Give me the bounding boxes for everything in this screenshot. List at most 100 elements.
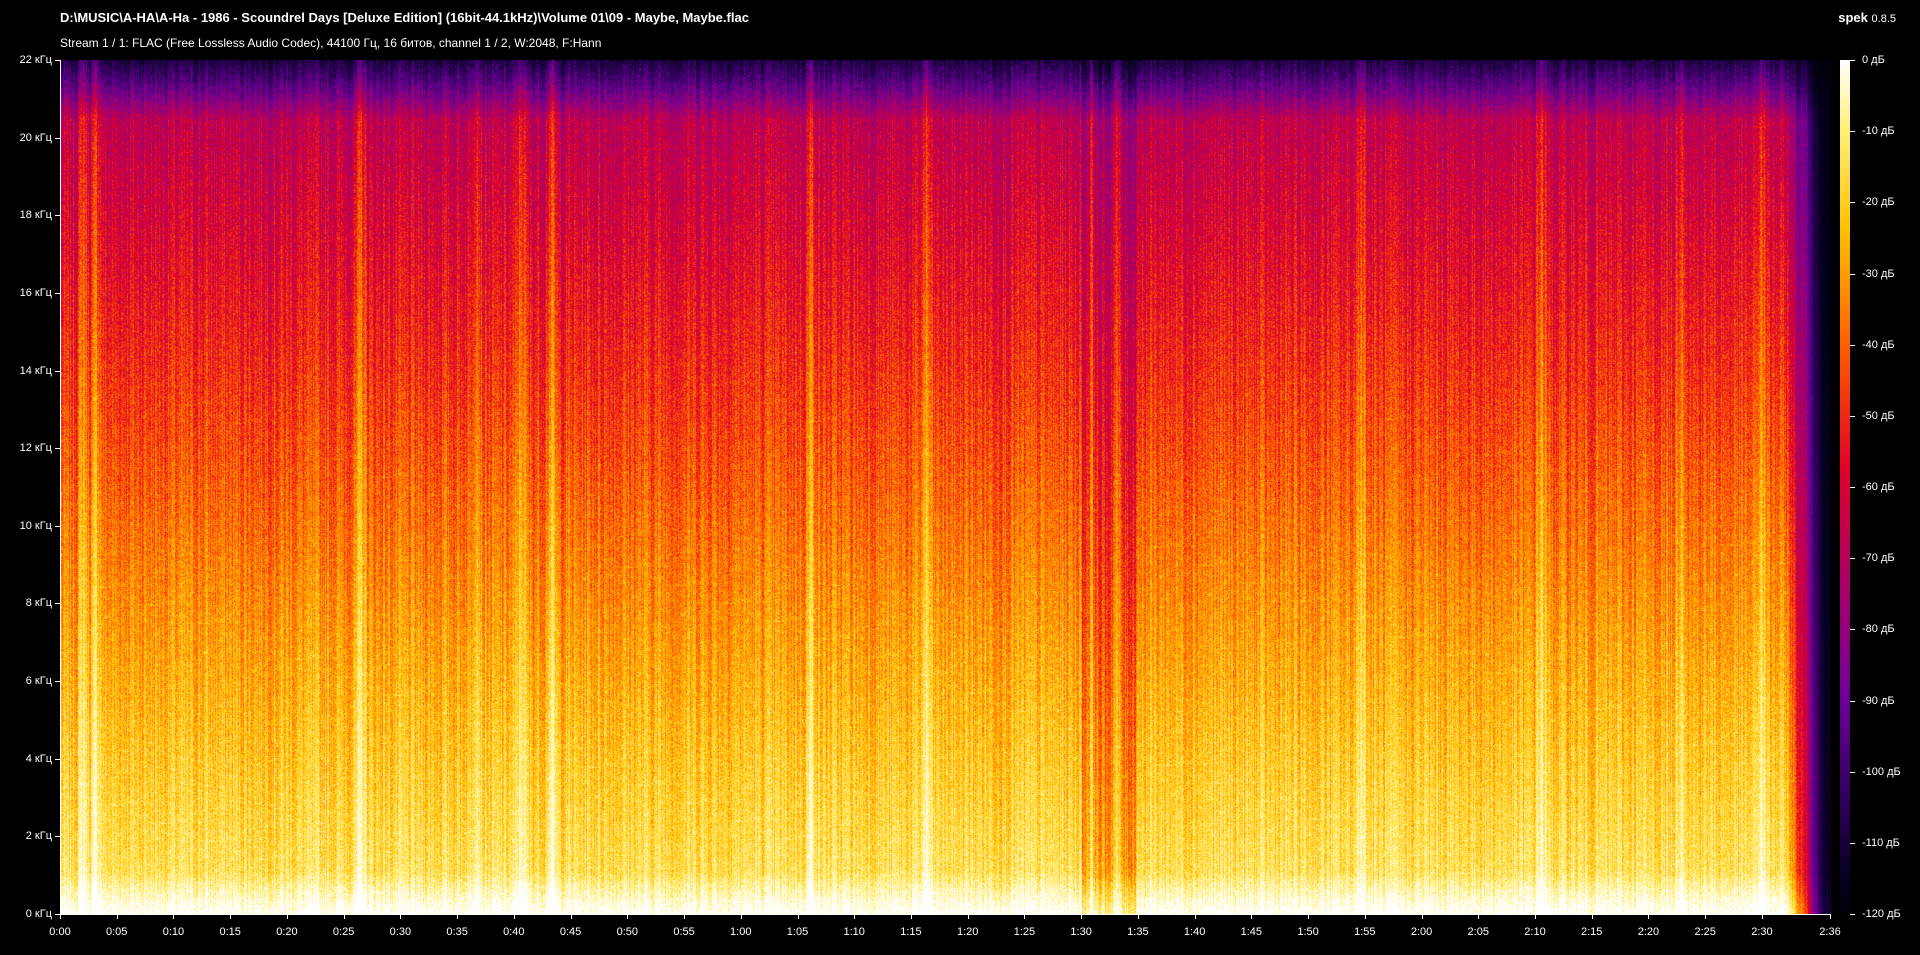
time-tick-mark xyxy=(740,914,742,919)
frequency-tick-mark xyxy=(55,292,60,294)
frequency-tick-mark xyxy=(55,215,60,217)
time-tick-label: 1:55 xyxy=(1354,926,1376,938)
frequency-tick-label: 10 кГц xyxy=(19,519,52,532)
time-tick-label: 1:50 xyxy=(1297,926,1319,938)
time-tick-label: 1:40 xyxy=(1183,926,1206,938)
spectrogram-image xyxy=(61,60,1831,914)
time-tick-label: 2:05 xyxy=(1467,926,1489,938)
time-tick-mark xyxy=(684,914,686,919)
time-tick-label: 1:05 xyxy=(786,926,809,938)
db-tick-mark xyxy=(1850,914,1855,915)
time-tick-mark xyxy=(1705,914,1707,919)
db-tick-label: -40 дБ xyxy=(1862,338,1895,351)
time-tick-label: 1:15 xyxy=(900,926,922,938)
time-tick-mark xyxy=(286,914,288,919)
time-tick-mark xyxy=(627,914,629,919)
frequency-tick-mark xyxy=(55,758,60,760)
db-tick-mark xyxy=(1850,415,1855,417)
time-tick-mark xyxy=(1251,914,1253,919)
db-tick-label: -20 дБ xyxy=(1862,196,1895,209)
db-tick-mark xyxy=(1850,60,1855,61)
app-name: spek 0.8.5 xyxy=(1838,10,1896,25)
time-tick-mark xyxy=(570,914,572,919)
time-tick-mark xyxy=(1081,914,1083,919)
frequency-tick-mark xyxy=(55,836,60,838)
time-tick-mark xyxy=(457,914,459,919)
window-title: D:\MUSIC\A-HA\A-Ha - 1986 - Scoundrel Da… xyxy=(60,10,749,25)
time-tick-label: 0:00 xyxy=(49,926,71,938)
db-tick-label: -80 дБ xyxy=(1862,623,1895,636)
frequency-tick-mark xyxy=(55,914,60,915)
time-tick-label: 2:00 xyxy=(1410,926,1433,938)
time-tick-mark xyxy=(967,914,969,919)
db-tick-label: -100 дБ xyxy=(1862,765,1901,778)
frequency-tick-label: 16 кГц xyxy=(19,286,52,299)
time-tick-label: 2:10 xyxy=(1524,926,1546,938)
db-tick-label: -10 дБ xyxy=(1862,125,1895,138)
time-tick-mark xyxy=(910,914,912,919)
db-tick-mark xyxy=(1850,344,1855,346)
stream-info: Stream 1 / 1: FLAC (Free Lossless Audio … xyxy=(60,36,602,50)
time-tick-label: 1:10 xyxy=(843,926,865,938)
time-tick-mark xyxy=(797,914,799,919)
frequency-tick-label: 18 кГц xyxy=(19,209,52,222)
db-tick-label: -70 дБ xyxy=(1862,552,1895,565)
time-tick-mark xyxy=(1364,914,1366,919)
db-tick-mark xyxy=(1850,629,1855,631)
time-tick-mark xyxy=(1648,914,1650,919)
time-tick-mark xyxy=(343,914,345,919)
time-tick-mark xyxy=(1761,914,1763,919)
time-tick-label: 1:00 xyxy=(730,926,752,938)
time-tick-mark xyxy=(1535,914,1536,919)
time-tick-label: 2:36 xyxy=(1819,926,1841,938)
time-tick-label: 0:45 xyxy=(559,926,582,938)
time-tick-label: 1:35 xyxy=(1127,926,1149,938)
time-tick-label: 2:30 xyxy=(1751,926,1773,938)
frequency-tick-label: 8 кГц xyxy=(25,597,52,610)
time-tick-label: 0:10 xyxy=(162,926,185,938)
db-tick-label: -50 дБ xyxy=(1862,409,1895,422)
time-tick-label: 0:05 xyxy=(106,926,128,938)
time-tick-label: 0:20 xyxy=(276,926,298,938)
time-tick-label: 0:50 xyxy=(616,926,639,938)
time-tick-label: 2:25 xyxy=(1694,926,1716,938)
db-tick-mark xyxy=(1850,842,1855,844)
frequency-tick-mark xyxy=(55,681,60,683)
time-tick-mark xyxy=(1478,914,1480,919)
frequency-tick-label: 4 кГц xyxy=(25,752,52,765)
frequency-tick-mark xyxy=(55,603,60,605)
frequency-tick-label: 20 кГц xyxy=(19,131,52,144)
time-tick-mark xyxy=(854,914,856,919)
time-tick-label: 0:15 xyxy=(219,926,241,938)
time-tick-label: 1:45 xyxy=(1240,926,1263,938)
time-tick-mark xyxy=(400,914,402,919)
time-tick-mark xyxy=(1830,914,1831,919)
frequency-tick-mark xyxy=(55,525,60,527)
time-tick-label: 1:25 xyxy=(1013,926,1036,938)
time-tick-mark xyxy=(513,914,515,919)
db-tick-mark xyxy=(1850,487,1855,488)
frequency-tick-mark xyxy=(55,60,60,61)
time-tick-label: 0:30 xyxy=(389,926,412,938)
frequency-tick-mark xyxy=(55,448,60,450)
time-tick-mark xyxy=(1137,914,1139,919)
time-tick-mark xyxy=(1591,914,1593,919)
time-tick-label: 0:40 xyxy=(503,926,525,938)
time-tick-mark xyxy=(173,914,175,919)
frequency-tick-label: 6 кГц xyxy=(25,675,52,688)
time-tick-label: 1:30 xyxy=(1070,926,1092,938)
frequency-tick-label: 14 кГц xyxy=(19,364,52,377)
db-tick-mark xyxy=(1850,202,1855,204)
time-tick-mark xyxy=(1024,914,1026,919)
db-tick-label: -30 дБ xyxy=(1862,267,1895,280)
time-tick-mark xyxy=(1308,914,1310,919)
frequency-tick-label: 22 кГц xyxy=(19,54,52,66)
db-tick-mark xyxy=(1850,771,1855,773)
spectrogram-area[interactable] xyxy=(60,60,1831,915)
time-tick-mark xyxy=(1421,914,1423,919)
frequency-tick-label: 0 кГц xyxy=(25,908,52,920)
db-tick-label: -120 дБ xyxy=(1862,908,1901,920)
db-tick-label: 0 дБ xyxy=(1862,54,1885,66)
time-tick-label: 2:15 xyxy=(1581,926,1603,938)
time-tick-mark xyxy=(1194,914,1196,919)
